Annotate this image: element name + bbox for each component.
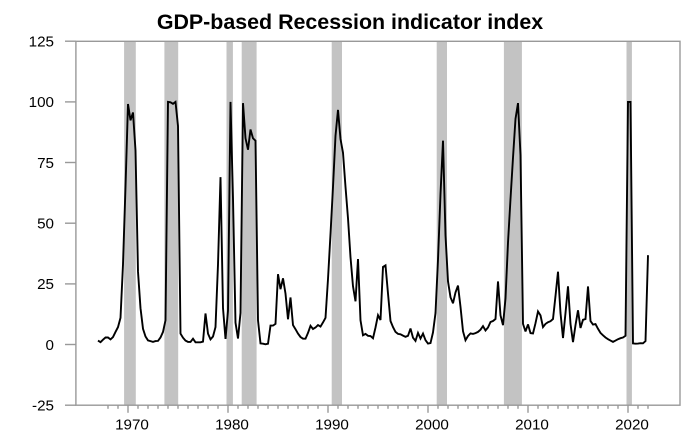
- svg-text:1970: 1970: [115, 417, 149, 434]
- svg-text:2000: 2000: [415, 417, 449, 434]
- svg-text:2020: 2020: [615, 417, 649, 434]
- svg-text:125: 125: [29, 34, 54, 51]
- svg-text:100: 100: [29, 94, 54, 111]
- svg-text:25: 25: [37, 276, 54, 293]
- svg-text:2010: 2010: [515, 417, 549, 434]
- svg-text:0: 0: [46, 337, 54, 354]
- svg-text:1980: 1980: [215, 417, 249, 434]
- svg-text:75: 75: [37, 155, 54, 172]
- svg-text:50: 50: [37, 216, 54, 233]
- svg-text:GDP-based Recession indicator: GDP-based Recession indicator index: [157, 10, 543, 34]
- svg-text:1990: 1990: [315, 417, 349, 434]
- svg-text:-25: -25: [32, 398, 54, 415]
